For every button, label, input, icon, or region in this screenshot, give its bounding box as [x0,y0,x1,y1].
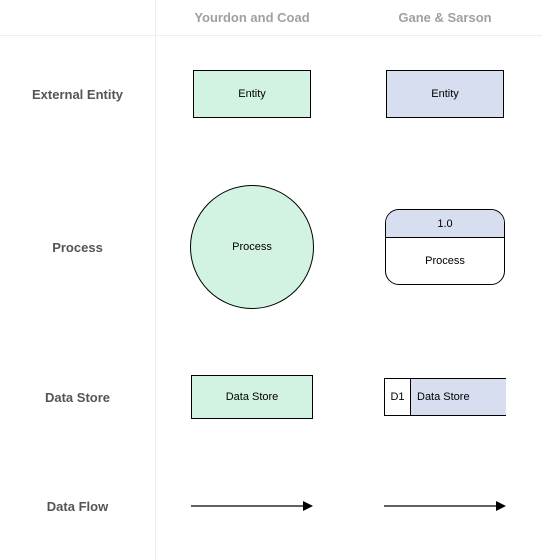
column-header-label: Gane & Sarson [398,10,491,25]
shape-label: Process [425,255,465,267]
row-label-process: Process [0,152,155,342]
cell-yc-dataflow [155,452,348,560]
gs-datastore-id: D1 [385,379,411,415]
yc-process-shape: Process [190,185,314,309]
cell-yc-datastore: Data Store [155,342,348,452]
corner-cell [0,0,155,36]
gs-process-body: Process [425,238,465,284]
shape-id-text: D1 [390,391,404,403]
cell-gs-entity: Entity [348,36,542,152]
shape-label: Entity [238,88,266,100]
shape-label: Data Store [417,391,470,403]
row-label-dataflow: Data Flow [0,452,155,560]
shape-label: Data Store [226,391,279,403]
gs-datastore-body: Data Store [411,379,506,415]
column-header-label: Yourdon and Coad [194,10,309,25]
cell-yc-process: Process [155,152,348,342]
gs-process-shape: 1.0 Process [385,209,505,285]
shape-label: Process [232,241,272,253]
row-label-entity: External Entity [0,36,155,152]
column-header-gs: Gane & Sarson [348,0,542,36]
cell-gs-dataflow [348,452,542,560]
row-label-text: Data Store [45,390,110,405]
row-label-text: Data Flow [47,499,108,514]
row-label-datastore: Data Store [0,342,155,452]
gs-entity-shape: Entity [386,70,504,118]
column-header-yc: Yourdon and Coad [155,0,348,36]
gs-process-number: 1.0 [386,210,504,238]
cell-gs-process: 1.0 Process [348,152,542,342]
yc-datastore-shape: Data Store [191,375,313,419]
yc-entity-shape: Entity [193,70,311,118]
notation-comparison-grid: Yourdon and Coad Gane & Sarson External … [0,0,542,560]
arrow-icon [380,496,510,516]
arrow-icon [187,496,317,516]
shape-number-text: 1.0 [437,218,452,230]
cell-gs-datastore: D1 Data Store [348,342,542,452]
row-label-text: Process [52,240,103,255]
cell-yc-entity: Entity [155,36,348,152]
row-label-text: External Entity [32,87,123,102]
shape-label: Entity [431,88,459,100]
gs-datastore-shape: D1 Data Store [384,378,506,416]
